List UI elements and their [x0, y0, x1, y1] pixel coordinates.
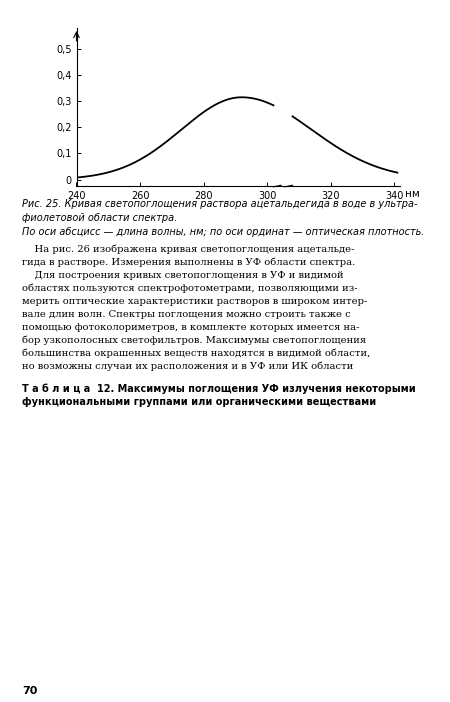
Text: На рис. 26 изображена кривая светопоглощения ацетальде-: На рис. 26 изображена кривая светопоглощ…	[22, 244, 355, 254]
Text: мерить оптические характеристики растворов в широком интер-: мерить оптические характеристики раствор…	[22, 297, 368, 306]
Text: 70: 70	[22, 686, 38, 696]
Text: бор узкополосных светофильтров. Максимумы светопоглощения: бор узкополосных светофильтров. Максимум…	[22, 336, 367, 345]
Text: фиолетовой области спектра.: фиолетовой области спектра.	[22, 213, 178, 223]
Text: Т а б л и ц а  12. Максимумы поглощения УФ излучения некоторыми: Т а б л и ц а 12. Максимумы поглощения У…	[22, 384, 416, 395]
Text: вале длин волн. Спектры поглощения можно строить также с: вале длин волн. Спектры поглощения можно…	[22, 310, 351, 319]
Text: большинства окрашенных веществ находятся в видимой области,: большинства окрашенных веществ находятся…	[22, 348, 371, 358]
Text: областях пользуются спектрофотометрами, позволяющими из-: областях пользуются спектрофотометрами, …	[22, 284, 358, 293]
Text: но возможны случаи их расположения и в УФ или ИК области: но возможны случаи их расположения и в У…	[22, 362, 354, 371]
Text: помощью фотоколориметров, в комплекте которых имеется на-: помощью фотоколориметров, в комплекте ко…	[22, 323, 360, 332]
Text: гида в растворе. Измерения выполнены в УФ области спектра.: гида в растворе. Измерения выполнены в У…	[22, 258, 356, 267]
Text: функциональными группами или органическими веществами: функциональными группами или органически…	[22, 397, 377, 407]
Text: Для построения кривых светопоглощения в УФ и видимой: Для построения кривых светопоглощения в …	[22, 271, 344, 280]
Text: По оси абсцисс — длина волны, нм; по оси ординат — оптическая плотность.: По оси абсцисс — длина волны, нм; по оси…	[22, 227, 425, 237]
Text: Рис. 25. Кривая светопоглощения раствора ацетальдегида в воде в ультра-: Рис. 25. Кривая светопоглощения раствора…	[22, 199, 418, 209]
Text: нм: нм	[405, 189, 420, 199]
